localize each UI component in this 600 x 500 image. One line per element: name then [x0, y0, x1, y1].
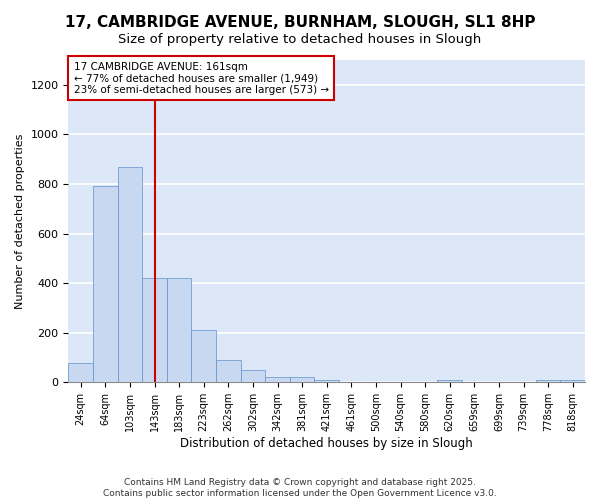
Text: Contains HM Land Registry data © Crown copyright and database right 2025.
Contai: Contains HM Land Registry data © Crown c… — [103, 478, 497, 498]
Bar — [68, 362, 93, 382]
Text: Size of property relative to detached houses in Slough: Size of property relative to detached ho… — [118, 32, 482, 46]
Bar — [142, 278, 167, 382]
Bar — [290, 378, 314, 382]
Y-axis label: Number of detached properties: Number of detached properties — [15, 134, 25, 309]
Bar — [265, 378, 290, 382]
Bar — [241, 370, 265, 382]
Text: 17, CAMBRIDGE AVENUE, BURNHAM, SLOUGH, SL1 8HP: 17, CAMBRIDGE AVENUE, BURNHAM, SLOUGH, S… — [65, 15, 535, 30]
Bar — [560, 380, 585, 382]
Bar — [314, 380, 339, 382]
Text: 17 CAMBRIDGE AVENUE: 161sqm
← 77% of detached houses are smaller (1,949)
23% of : 17 CAMBRIDGE AVENUE: 161sqm ← 77% of det… — [74, 62, 329, 95]
Bar — [536, 380, 560, 382]
X-axis label: Distribution of detached houses by size in Slough: Distribution of detached houses by size … — [181, 437, 473, 450]
Bar — [93, 186, 118, 382]
Bar — [167, 278, 191, 382]
Bar — [118, 166, 142, 382]
Bar — [191, 330, 216, 382]
Bar — [437, 380, 462, 382]
Bar — [216, 360, 241, 382]
